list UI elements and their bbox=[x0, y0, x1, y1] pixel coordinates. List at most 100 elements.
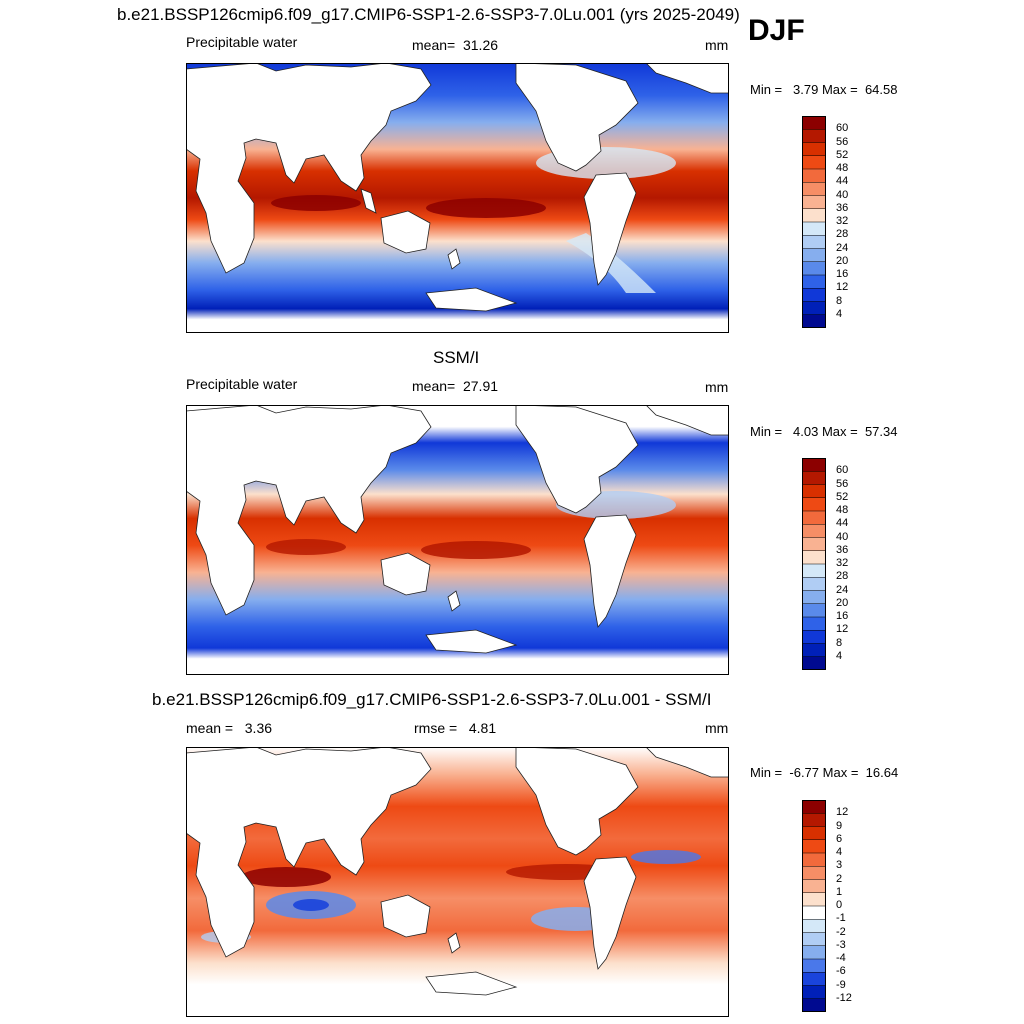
colorbar-tick-label: -2 bbox=[836, 925, 846, 938]
colorbar-swatch bbox=[802, 235, 826, 249]
colorbar-tick-label: 40 bbox=[836, 530, 849, 543]
colorbar-tick-label: 56 bbox=[836, 135, 849, 148]
colorbar-tick-label: 48 bbox=[836, 504, 849, 516]
colorbar-swatch bbox=[802, 524, 826, 538]
colorbar-swatch bbox=[802, 826, 826, 841]
colorbar-tick-label: -12 bbox=[836, 991, 852, 1004]
colorbar-swatch bbox=[802, 945, 826, 960]
colorbar-swatch bbox=[802, 195, 826, 210]
colorbar-swatch bbox=[802, 972, 826, 986]
colorbar-swatch bbox=[802, 879, 826, 894]
colorbar-swatch bbox=[802, 288, 826, 302]
colorbar-swatch bbox=[802, 129, 826, 143]
colorbar-tick-label: -3 bbox=[836, 938, 846, 951]
colorbar-swatch bbox=[802, 617, 826, 631]
colorbar-swatch bbox=[802, 261, 826, 276]
colorbar-swatch bbox=[802, 630, 826, 644]
colorbar-swatch bbox=[802, 484, 826, 499]
panel2-units: mm bbox=[705, 379, 729, 395]
colorbar-swatch bbox=[802, 155, 826, 170]
colorbar-tick-label: 9 bbox=[836, 819, 843, 832]
colorbar-swatch bbox=[802, 603, 826, 618]
colorbar-swatch bbox=[802, 892, 826, 907]
colorbar-tick-label: 12 bbox=[836, 281, 849, 294]
colorbar-tick-label: 20 bbox=[836, 596, 849, 609]
colorbar-tick-label: 24 bbox=[836, 583, 849, 596]
colorbar-swatch bbox=[802, 853, 826, 867]
colorbar-tick-label: -4 bbox=[836, 952, 846, 964]
colorbar-swatch bbox=[802, 643, 826, 658]
colorbar-tick-label: 8 bbox=[836, 636, 843, 649]
panel2-map bbox=[186, 405, 729, 675]
colorbar-tick-label: 60 bbox=[836, 122, 849, 135]
panel1-units: mm bbox=[705, 37, 729, 53]
colorbar-tick-label: 20 bbox=[836, 254, 849, 267]
colorbar-border bbox=[802, 116, 826, 328]
colorbar-tick-label: -1 bbox=[836, 912, 846, 925]
season-label: DJF bbox=[748, 14, 805, 47]
colorbar-tick-label: 16 bbox=[836, 268, 849, 280]
panel2-mean-stat: mean= 27.91 bbox=[412, 378, 499, 394]
colorbar-tick-label: 44 bbox=[836, 517, 849, 530]
colorbar-swatch bbox=[802, 169, 826, 183]
colorbar-swatch bbox=[802, 550, 826, 565]
colorbar-tick-label: 32 bbox=[836, 215, 849, 227]
colorbar-tick-label: 28 bbox=[836, 228, 849, 241]
colorbar-swatch bbox=[802, 577, 826, 591]
colorbar-swatch bbox=[802, 222, 826, 236]
panel1-mean-stat: mean= 31.26 bbox=[412, 37, 499, 53]
colorbar-tick-label: 0 bbox=[836, 899, 843, 911]
colorbar-border bbox=[802, 458, 826, 670]
colorbar-tick-label: 4 bbox=[836, 307, 843, 320]
colorbar-swatch bbox=[802, 497, 826, 512]
panel3-map bbox=[186, 747, 729, 1017]
colorbar-swatch bbox=[802, 985, 826, 1000]
colorbar-tick-label: 8 bbox=[836, 294, 843, 307]
colorbar-swatch bbox=[802, 301, 826, 316]
panel1-colorbar bbox=[802, 116, 826, 328]
colorbar-swatch bbox=[802, 932, 826, 947]
colorbar-tick-label: 28 bbox=[836, 570, 849, 583]
colorbar-tick-label: 60 bbox=[836, 464, 849, 477]
colorbar-swatch bbox=[802, 998, 826, 1012]
colorbar-swatch bbox=[802, 906, 826, 920]
panel3-mean-stat: mean = 3.36 bbox=[186, 720, 273, 736]
colorbar-swatch bbox=[802, 275, 826, 289]
colorbar-tick-label: 44 bbox=[836, 175, 849, 188]
panel2-title: SSM/I bbox=[433, 348, 480, 367]
panel1-minmax: Min = 3.79 Max = 64.58 bbox=[750, 82, 898, 97]
colorbar-tick-label: 1 bbox=[836, 885, 843, 898]
colorbar-swatch bbox=[802, 813, 826, 827]
colorbar-swatch bbox=[802, 590, 826, 605]
colorbar-tick-label: 56 bbox=[836, 477, 849, 490]
colorbar-swatch bbox=[802, 142, 826, 157]
panel1-variable-label: Precipitable water bbox=[186, 34, 298, 50]
colorbar-swatch bbox=[802, 314, 826, 328]
panel3-colorbar bbox=[802, 800, 826, 1012]
colorbar-swatch bbox=[802, 182, 826, 196]
colorbar-swatch bbox=[802, 959, 826, 973]
colorbar-tick-label: 52 bbox=[836, 148, 849, 161]
panel1-title: b.e21.BSSP126cmip6.f09_g17.CMIP6-SSP1-2.… bbox=[117, 5, 740, 24]
colorbar-tick-label: 52 bbox=[836, 490, 849, 503]
colorbar-swatch bbox=[802, 537, 826, 552]
colorbar-tick-label: 36 bbox=[836, 201, 849, 214]
panel3-rmse-stat: rmse = 4.81 bbox=[414, 720, 497, 736]
colorbar-swatch bbox=[802, 866, 826, 880]
colorbar-tick-label: 40 bbox=[836, 188, 849, 201]
panel3-title: b.e21.BSSP126cmip6.f09_g17.CMIP6-SSP1-2.… bbox=[152, 690, 712, 709]
colorbar-swatch bbox=[802, 564, 826, 578]
colorbar-swatch bbox=[802, 656, 826, 670]
colorbar-border bbox=[802, 800, 826, 1012]
colorbar-tick-label: 6 bbox=[836, 832, 843, 845]
colorbar-tick-label: 36 bbox=[836, 543, 849, 556]
panel1-map bbox=[186, 63, 729, 333]
colorbar-swatch bbox=[802, 511, 826, 525]
colorbar-swatch bbox=[802, 248, 826, 263]
panel2-variable-label: Precipitable water bbox=[186, 376, 298, 392]
panel2-minmax: Min = 4.03 Max = 57.34 bbox=[750, 424, 898, 439]
colorbar-tick-label: 12 bbox=[836, 806, 849, 819]
colorbar-tick-label: 4 bbox=[836, 649, 843, 662]
colorbar-tick-label: 16 bbox=[836, 610, 849, 622]
colorbar-swatch bbox=[802, 116, 826, 130]
